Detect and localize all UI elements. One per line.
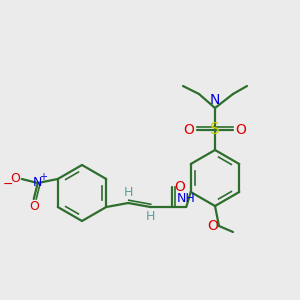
Text: O: O xyxy=(184,123,194,137)
Text: O: O xyxy=(174,180,185,194)
Text: N: N xyxy=(33,176,42,190)
Text: O: O xyxy=(10,172,20,185)
Text: O: O xyxy=(236,123,246,137)
Text: H: H xyxy=(124,187,133,200)
Text: O: O xyxy=(208,219,218,233)
Text: −: − xyxy=(2,178,13,190)
Text: S: S xyxy=(210,122,220,137)
Text: NH: NH xyxy=(177,191,196,205)
Text: O: O xyxy=(29,200,39,214)
Text: H: H xyxy=(146,211,155,224)
Text: +: + xyxy=(39,172,47,182)
Text: N: N xyxy=(210,93,220,107)
